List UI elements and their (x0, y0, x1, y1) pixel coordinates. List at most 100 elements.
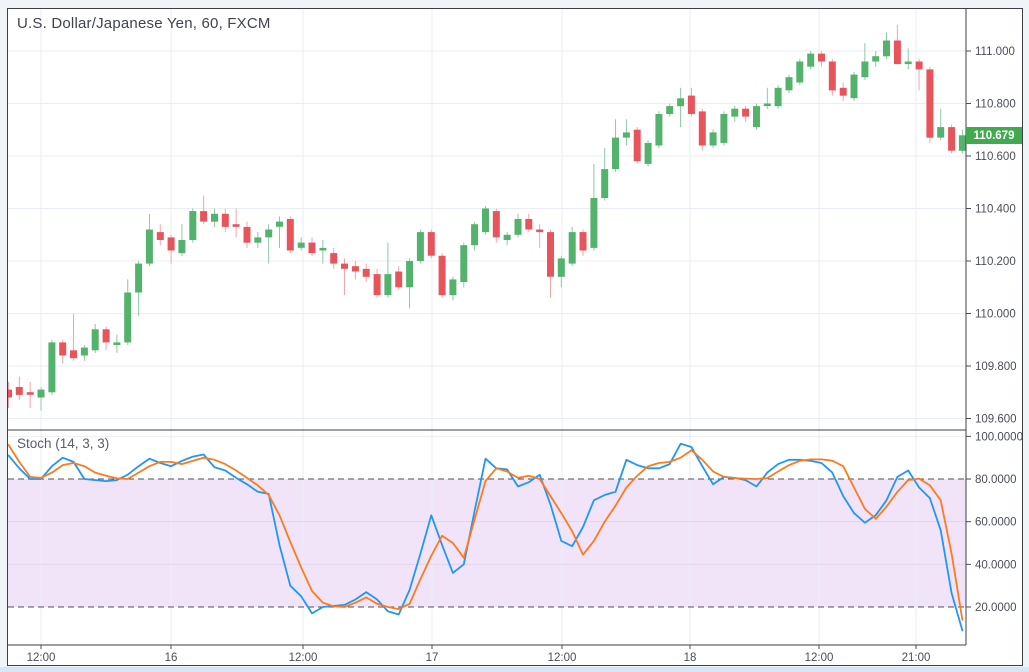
candle (503, 232, 511, 246)
stoch-axis-label: 40.0000 (975, 559, 1017, 571)
candle (15, 376, 23, 401)
candle (753, 103, 760, 130)
candle (221, 208, 229, 233)
candle (492, 208, 500, 243)
candle (514, 213, 522, 238)
last-price-badge: 110.679 (966, 127, 1022, 144)
candle (438, 253, 446, 298)
candle (926, 66, 934, 143)
candle (362, 263, 370, 282)
candle (427, 229, 435, 259)
candles[interactable] (8, 24, 966, 411)
candle (557, 255, 565, 288)
candle (59, 339, 67, 364)
time-axis-label: 12:00 (805, 652, 834, 664)
grid (8, 9, 966, 645)
candle (351, 261, 359, 280)
candle (872, 51, 880, 67)
candle (948, 124, 956, 154)
stoch-d-line[interactable] (8, 443, 964, 621)
candle (937, 108, 945, 141)
candle (37, 387, 45, 411)
candle (135, 261, 143, 317)
candle (102, 326, 110, 351)
pane-borders (8, 9, 967, 646)
candle (471, 221, 479, 251)
price-axis-label: 110.400 (975, 204, 1016, 216)
candle (601, 148, 609, 201)
stoch-axis-label: 60.0000 (975, 517, 1017, 529)
candle (666, 103, 674, 117)
candle (449, 276, 457, 301)
price-axis-label: 110.200 (975, 256, 1016, 268)
candle (113, 334, 121, 353)
stoch-axis-label: 80.0000 (975, 474, 1017, 486)
candle (8, 381, 12, 408)
candle (286, 216, 294, 254)
symbol-title[interactable]: U.S. Dollar/Japanese Yen, 60, FXCM (17, 15, 271, 32)
candle (156, 224, 164, 246)
candle (330, 247, 338, 269)
time-axis-label: 12:00 (289, 652, 318, 664)
candle (145, 213, 153, 267)
stoch-axis-label: 100.0000 (975, 431, 1022, 443)
candle (828, 58, 836, 96)
candle (189, 208, 197, 243)
time-axis-label: 21:00 (902, 652, 931, 664)
bottom-strip (0, 667, 1029, 672)
candle (536, 224, 544, 248)
candle (915, 58, 923, 91)
candle (460, 242, 468, 288)
candle (276, 216, 283, 248)
candle (861, 43, 869, 80)
chart-svg: 111.000 110.800 110.600 110.400 110.200 110.0… (8, 9, 1022, 664)
candle (178, 224, 186, 256)
candle (655, 111, 663, 149)
candle (958, 129, 966, 154)
candle (763, 87, 771, 109)
candle (796, 58, 804, 86)
stoch-axis[interactable]: 100.0000 80.0000 60.0000 40.0000 20.0000 (966, 431, 1022, 614)
candle (167, 234, 175, 264)
indicator-legend[interactable]: Stoch (14, 3, 3) (17, 436, 110, 451)
candle (818, 51, 825, 67)
candle (742, 106, 750, 122)
candle (883, 32, 890, 59)
time-axis-label: 16 (165, 652, 178, 664)
candle (395, 266, 403, 290)
candle (677, 87, 685, 128)
candle (774, 85, 782, 109)
candle (807, 51, 815, 70)
candle (720, 111, 728, 146)
price-axis[interactable]: 111.000 110.800 110.600 110.400 110.200 110.0… (966, 46, 1017, 426)
candle (254, 232, 262, 248)
candle (91, 324, 99, 353)
candle (839, 82, 847, 101)
stoch-band (8, 479, 966, 607)
candle (731, 106, 739, 122)
candle (416, 229, 424, 264)
price-axis-label: 111.000 (975, 46, 1015, 58)
candle (319, 240, 327, 264)
candle (612, 119, 619, 172)
price-axis-label: 109.600 (975, 414, 1017, 426)
candle (622, 119, 630, 146)
price-axis-label: 110.600 (975, 151, 1016, 163)
candle (644, 140, 652, 167)
candle (579, 229, 587, 256)
candle (709, 129, 717, 149)
time-axis-label: 12:00 (548, 652, 577, 664)
candle (904, 48, 912, 70)
candle (568, 226, 576, 267)
time-axis-label: 12:00 (27, 652, 56, 664)
time-axis[interactable]: 12:00 16 12:00 17 12:00 18 12:00 21:00 (27, 645, 931, 664)
time-axis-label: 17 (426, 652, 439, 664)
chart-widget[interactable]: 111.000 110.800 110.600 110.400 110.200 110.0… (7, 8, 1023, 666)
candle (590, 163, 598, 251)
candle (785, 74, 793, 93)
time-axis-label: 18 (684, 652, 697, 664)
price-axis-label: 109.800 (975, 361, 1017, 373)
candle (482, 205, 489, 235)
candle (341, 258, 348, 296)
candle (211, 208, 218, 227)
